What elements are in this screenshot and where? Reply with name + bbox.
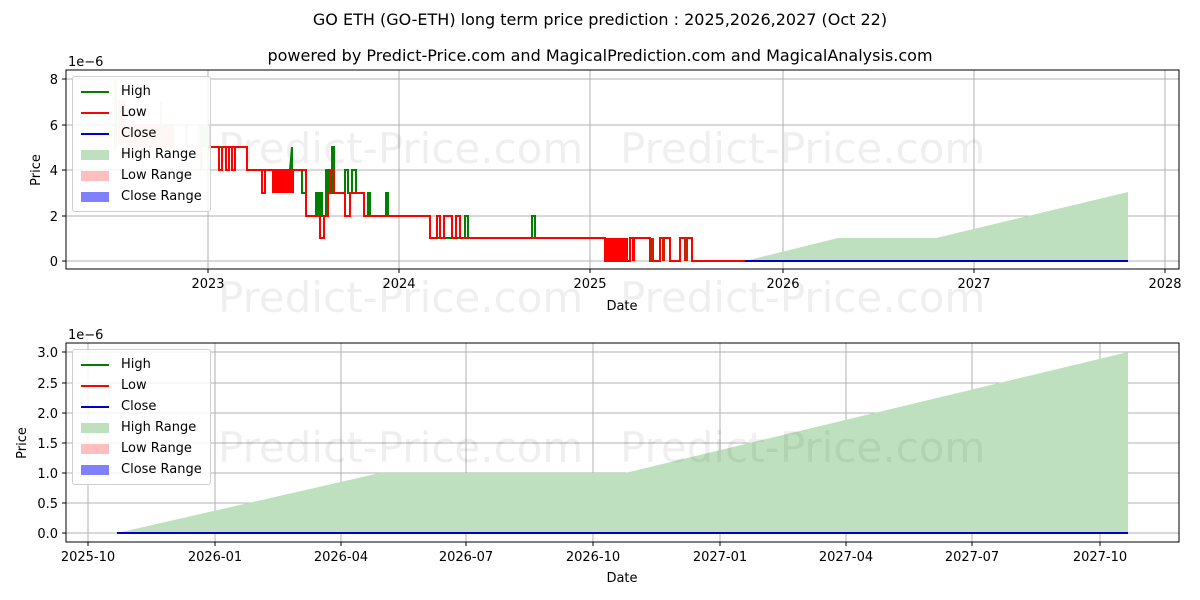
bottom-y-ticks: 0.0 0.5 1.0 1.5 2.0 2.5 3.0 [37,346,66,542]
legend-swatch-high-range [81,422,109,433]
svg-text:2026: 2026 [766,277,799,292]
watermark-text: Predict-Price.com [620,423,985,472]
svg-text:0: 0 [50,255,58,270]
svg-text:2024: 2024 [382,277,415,292]
svg-text:2026-10: 2026-10 [566,550,620,565]
svg-text:2027-01: 2027-01 [693,550,747,565]
legend-swatch-high [81,90,109,93]
svg-text:1.0: 1.0 [37,467,58,482]
legend-swatch-high-range [81,149,109,160]
legend-swatch-low [81,384,109,387]
watermark-text: Predict-Price.com [218,423,583,472]
svg-text:2.5: 2.5 [37,377,58,392]
svg-text:2028: 2028 [1148,277,1181,292]
legend-swatch-close [81,132,109,135]
legend-item-high-range: High Range [81,144,202,165]
legend-item-high-range: High Range [81,417,202,438]
legend-item-low-range: Low Range [81,165,202,186]
legend-swatch-low-range [81,443,109,454]
svg-text:0.5: 0.5 [37,497,58,512]
svg-text:2023: 2023 [191,277,224,292]
svg-text:1.5: 1.5 [37,437,58,452]
svg-text:2025: 2025 [573,277,606,292]
svg-text:2.0: 2.0 [37,407,58,422]
legend-item-close: Close [81,396,202,417]
bottom-x-ticks: 2025-10 2026-01 2026-04 2026-07 2026-10 … [61,542,1127,565]
top-x-ticks: 2023 2024 2025 2026 2027 2028 [191,269,1182,292]
svg-text:3.0: 3.0 [37,346,58,361]
top-y-ticks: 0 2 4 6 8 [50,73,66,270]
legend-item-high: High [81,354,202,375]
chart-subtitle: powered by Predict-Price.com and Magical… [267,46,933,65]
legend-item-close-range: Close Range [81,186,202,207]
top-y-exponent: 1e−6 [68,55,103,70]
svg-text:2027-04: 2027-04 [819,550,873,565]
legend-swatch-close-range [81,191,109,202]
high-range-area [117,352,1128,533]
watermark-text: Predict-Price.com [620,124,985,173]
legend-swatch-close-range [81,464,109,475]
svg-text:2026-01: 2026-01 [188,550,242,565]
watermark-text: Predict-Price.com [218,124,583,173]
legend-swatch-close [81,405,109,408]
bottom-y-exponent: 1e−6 [68,328,103,343]
legend-item-low: Low [81,375,202,396]
legend-swatch-low [81,111,109,114]
top-chart: Predict-Price.com Predict-Price.com Pred… [29,55,1182,322]
watermark-text: Predict-Price.com [620,273,985,322]
svg-text:2: 2 [50,210,58,225]
top-y-label: Price [29,154,44,186]
svg-text:4: 4 [50,164,58,179]
bottom-y-label: Price [15,427,30,459]
legend-swatch-high [81,363,109,366]
top-legend: High Low Close High Range Low Range Clos… [72,76,211,212]
svg-text:2025-10: 2025-10 [61,550,115,565]
watermark-text: Predict-Price.com [218,273,583,322]
chart-title: GO ETH (GO-ETH) long term price predicti… [312,10,888,29]
svg-text:2026-07: 2026-07 [439,550,493,565]
svg-text:6: 6 [50,119,58,134]
bottom-legend: High Low Close High Range Low Range Clos… [72,349,211,485]
svg-text:2027-10: 2027-10 [1073,550,1127,565]
svg-text:8: 8 [50,73,58,88]
low-line [208,146,745,262]
legend-item-high: High [81,81,202,102]
legend-item-low: Low [81,102,202,123]
svg-text:0.0: 0.0 [37,527,58,542]
svg-text:2026-04: 2026-04 [314,550,368,565]
legend-item-low-range: Low Range [81,438,202,459]
bottom-x-label: Date [606,571,637,586]
legend-item-close-range: Close Range [81,459,202,480]
high-range-area [745,192,1128,261]
svg-text:2027-07: 2027-07 [945,550,999,565]
volatility-spikes [272,170,688,261]
legend-item-close: Close [81,123,202,144]
top-x-label: Date [606,299,637,314]
svg-text:2027: 2027 [957,277,990,292]
legend-swatch-low-range [81,170,109,181]
